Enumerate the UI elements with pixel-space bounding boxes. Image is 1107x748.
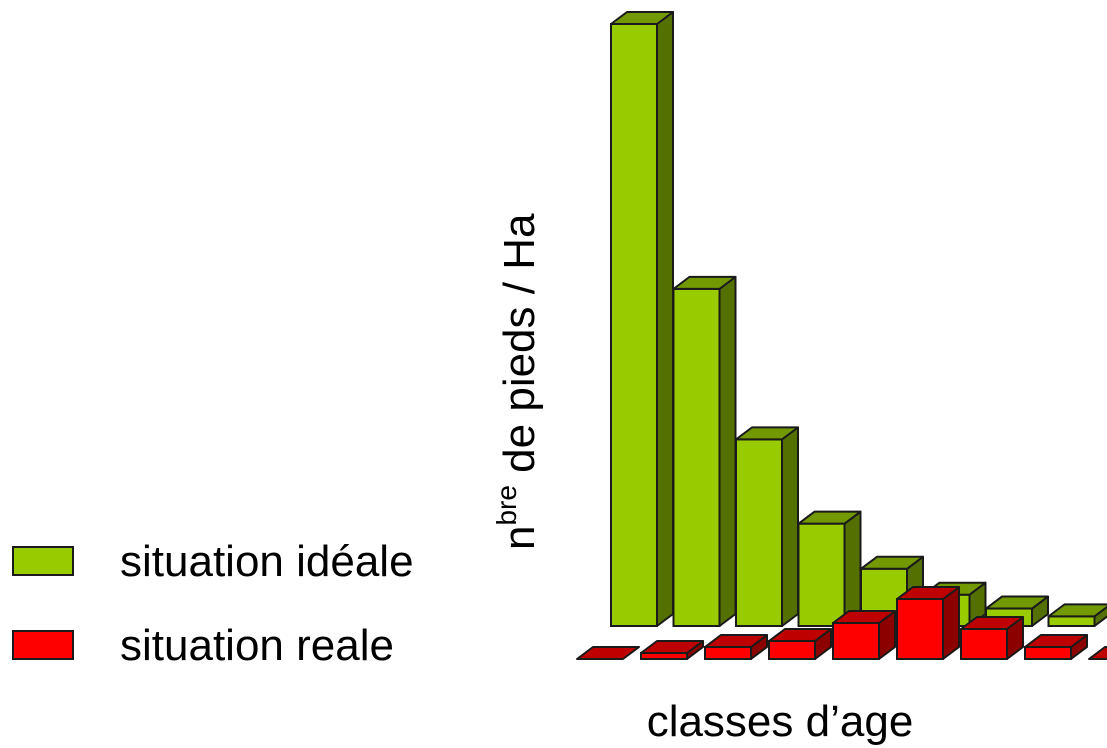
bar-ideale-3-side [781, 426, 799, 627]
series-situation-reale [576, 586, 1107, 660]
bar-reale-1 [576, 646, 640, 660]
bar-reale-6 [896, 586, 960, 660]
bar-reale-7-top [960, 616, 1024, 630]
bar-reale-9 [1088, 646, 1107, 660]
bar-reale-8-top [1024, 634, 1088, 648]
bar-ideale-4-front [797, 522, 846, 627]
bar-reale-4-front [768, 640, 816, 660]
bar-ideale-1-side [656, 11, 674, 627]
bar-reale-4-top [768, 628, 832, 642]
bar-ideale-3-front [735, 438, 783, 627]
legend-swatch-ideale [12, 546, 74, 576]
bar-ideale-2-top [672, 275, 737, 290]
y-axis-label-superscript: bre [491, 485, 522, 525]
bar-ideale-2-front [672, 287, 721, 627]
series-situation-ideale [610, 11, 1107, 627]
bar-reale-2 [640, 640, 704, 660]
bar-ideale-3-top [735, 426, 799, 441]
bar-ideale-8 [1047, 603, 1107, 627]
bar-ideale-2 [672, 275, 737, 627]
bar-ideale-4-side [843, 510, 862, 627]
bar-ideale-7-top [985, 595, 1049, 610]
bar-ideale-2-side [718, 275, 737, 627]
bar-reale-6-top [896, 586, 960, 600]
bar-reale-3-front [704, 646, 752, 660]
bar-reale-2-top [640, 640, 704, 654]
bar-reale-5 [832, 610, 896, 660]
bar-reale-8 [1024, 634, 1088, 660]
bar-reale-8-front [1024, 646, 1072, 660]
bar-ideale-1-top [610, 11, 674, 25]
bar-ideale-4-top [797, 510, 862, 525]
bar-ideale-4 [797, 510, 862, 627]
bar-ideale-1-front [610, 23, 658, 627]
bar-ideale-5-top [860, 555, 924, 570]
bar-reale-7-front [960, 628, 1008, 660]
bar-reale-4 [768, 628, 832, 660]
bar-reale-6-front [896, 598, 944, 660]
bar-reale-3 [704, 634, 768, 660]
bar-ideale-1 [610, 11, 674, 627]
y-axis-label-base: n [495, 526, 544, 550]
bar-reale-3-top [704, 634, 768, 648]
y-axis-label-rest: de pieds / Ha [495, 213, 544, 485]
legend-label-ideale: situation idéale [120, 537, 414, 586]
x-axis-label: classes d’age [647, 697, 914, 746]
bar-ideale-3 [735, 426, 799, 627]
bar-ideale-8-front [1047, 615, 1096, 627]
bar-reale-5-front [832, 622, 880, 660]
bar-reale-9-top [1088, 646, 1107, 660]
bar-ideale-8-top [1047, 603, 1107, 618]
legend-label-reale: situation reale [120, 621, 394, 670]
legend-swatch-reale [12, 630, 74, 660]
bar-reale-1-top [576, 646, 640, 660]
y-axis-label: nbre de pieds / Ha [491, 213, 544, 550]
bar-reale-7 [960, 616, 1024, 660]
bar-reale-5-top [832, 610, 896, 624]
